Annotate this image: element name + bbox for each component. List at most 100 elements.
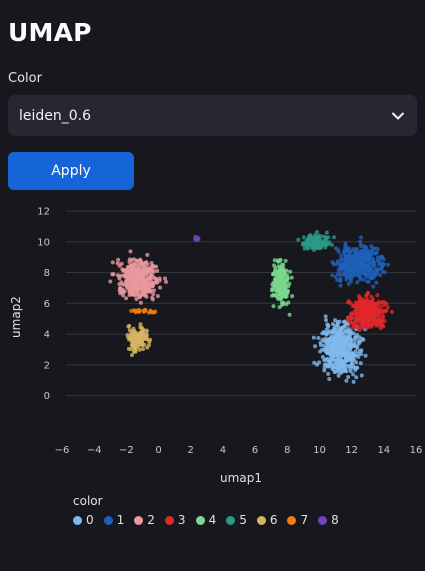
scatter-point: [327, 338, 331, 342]
scatter-point: [355, 280, 359, 284]
scatter-point: [324, 318, 328, 322]
scatter-point: [288, 270, 292, 274]
legend-item-1[interactable]: 1: [104, 513, 125, 527]
legend-label: 4: [209, 513, 217, 527]
x-tick-label: 8: [284, 445, 290, 456]
scatter-point: [139, 272, 143, 276]
legend-swatch: [165, 516, 174, 525]
scatter-point: [337, 269, 341, 273]
scatter-point: [357, 335, 361, 339]
scatter-point: [359, 236, 363, 240]
scatter-point: [355, 252, 359, 256]
y-tick-label: 2: [44, 360, 50, 371]
legend-item-3[interactable]: 3: [165, 513, 186, 527]
scatter-point: [296, 238, 300, 242]
scatter-point: [282, 301, 286, 305]
scatter-point: [305, 245, 309, 249]
legend-item-4[interactable]: 4: [196, 513, 217, 527]
scatter-point: [128, 328, 132, 332]
scatter-point: [362, 271, 366, 275]
legend-swatch: [287, 516, 296, 525]
scatter-point: [359, 249, 363, 253]
scatter-point: [334, 347, 338, 351]
scatter-point: [332, 235, 336, 239]
color-select[interactable]: leiden_0.6: [8, 95, 417, 136]
scatter-point: [340, 258, 344, 262]
scatter-point: [284, 273, 288, 277]
scatter-point: [284, 279, 288, 283]
scatter-point: [333, 324, 337, 328]
scatter-point: [376, 259, 380, 263]
scatter-point: [367, 314, 371, 318]
series-cluster-5: [296, 230, 336, 252]
legend-item-2[interactable]: 2: [134, 513, 155, 527]
legend-swatch: [226, 516, 235, 525]
scatter-point: [129, 249, 133, 253]
scatter-point: [360, 348, 364, 352]
series-cluster-7: [129, 308, 157, 315]
scatter-point: [279, 283, 283, 287]
scatter-point: [278, 291, 282, 295]
scatter-point: [356, 273, 360, 277]
scatter-point: [290, 276, 294, 280]
scatter-point: [136, 277, 140, 281]
scatter-point: [117, 282, 121, 286]
scatter-point: [138, 325, 142, 329]
x-tick-label: −2: [119, 445, 134, 456]
scatter-point: [111, 260, 115, 264]
scatter-point: [137, 309, 141, 313]
scatter-point: [301, 243, 305, 247]
scatter-point: [340, 266, 344, 270]
scatter-point: [359, 361, 363, 365]
legend-item-6[interactable]: 6: [257, 513, 278, 527]
y-tick-labels: 0 2 4 6 8 10 12: [37, 207, 50, 403]
scatter-point: [355, 344, 359, 348]
scatter-point: [330, 243, 334, 247]
x-tick-labels: −6 −4 −2 0 2 4 6 8 10 12 14 16: [55, 445, 423, 456]
legend-label: 3: [178, 513, 186, 527]
legend-swatch: [73, 516, 82, 525]
scatter-point: [277, 269, 281, 273]
scatter-point: [280, 263, 284, 267]
y-axis-label: umap2: [9, 296, 23, 338]
scatter-point: [147, 287, 151, 291]
series-cluster-3: [346, 291, 394, 333]
scatter-point: [140, 293, 144, 297]
series-cluster-8: [193, 235, 200, 243]
umap-scatter-plot[interactable]: −6 −4 −2 0 2 4 6 8 10 12 14 16 0 2 4 6 8 10 12 umap1 umap…: [0, 198, 425, 494]
scatter-point: [351, 372, 355, 376]
scatter-point: [339, 284, 343, 288]
scatter-point: [356, 355, 360, 359]
y-tick-label: 12: [37, 207, 50, 218]
scatter-point: [344, 379, 348, 383]
legend-item-5[interactable]: 5: [226, 513, 247, 527]
scatter-point: [288, 313, 292, 317]
series-cluster-4: [270, 258, 294, 317]
scatter-point: [352, 323, 356, 327]
scatter-point: [339, 279, 343, 283]
legend: color 012345678: [73, 494, 339, 527]
scatter-point: [121, 288, 125, 292]
scatter-point: [138, 348, 142, 352]
legend-item-8[interactable]: 8: [318, 513, 339, 527]
scatter-point: [360, 256, 364, 260]
scatter-point: [350, 312, 354, 316]
scatter-point: [315, 236, 319, 240]
scatter-point: [324, 314, 328, 318]
apply-button[interactable]: Apply: [8, 152, 134, 190]
legend-label: 8: [331, 513, 339, 527]
scatter-point: [331, 365, 335, 369]
scatter-point: [360, 312, 364, 316]
color-select-value: leiden_0.6: [19, 108, 91, 124]
legend-label: 1: [117, 513, 125, 527]
scatter-point: [347, 333, 351, 337]
legend-label: 2: [147, 513, 155, 527]
legend-item-7[interactable]: 7: [287, 513, 308, 527]
scatter-point: [130, 291, 134, 295]
scatter-point: [310, 235, 314, 239]
legend-item-0[interactable]: 0: [73, 513, 94, 527]
legend-label: 5: [239, 513, 247, 527]
scatter-point: [164, 280, 168, 284]
scatter-point: [324, 236, 328, 240]
scatter-point: [156, 294, 160, 298]
